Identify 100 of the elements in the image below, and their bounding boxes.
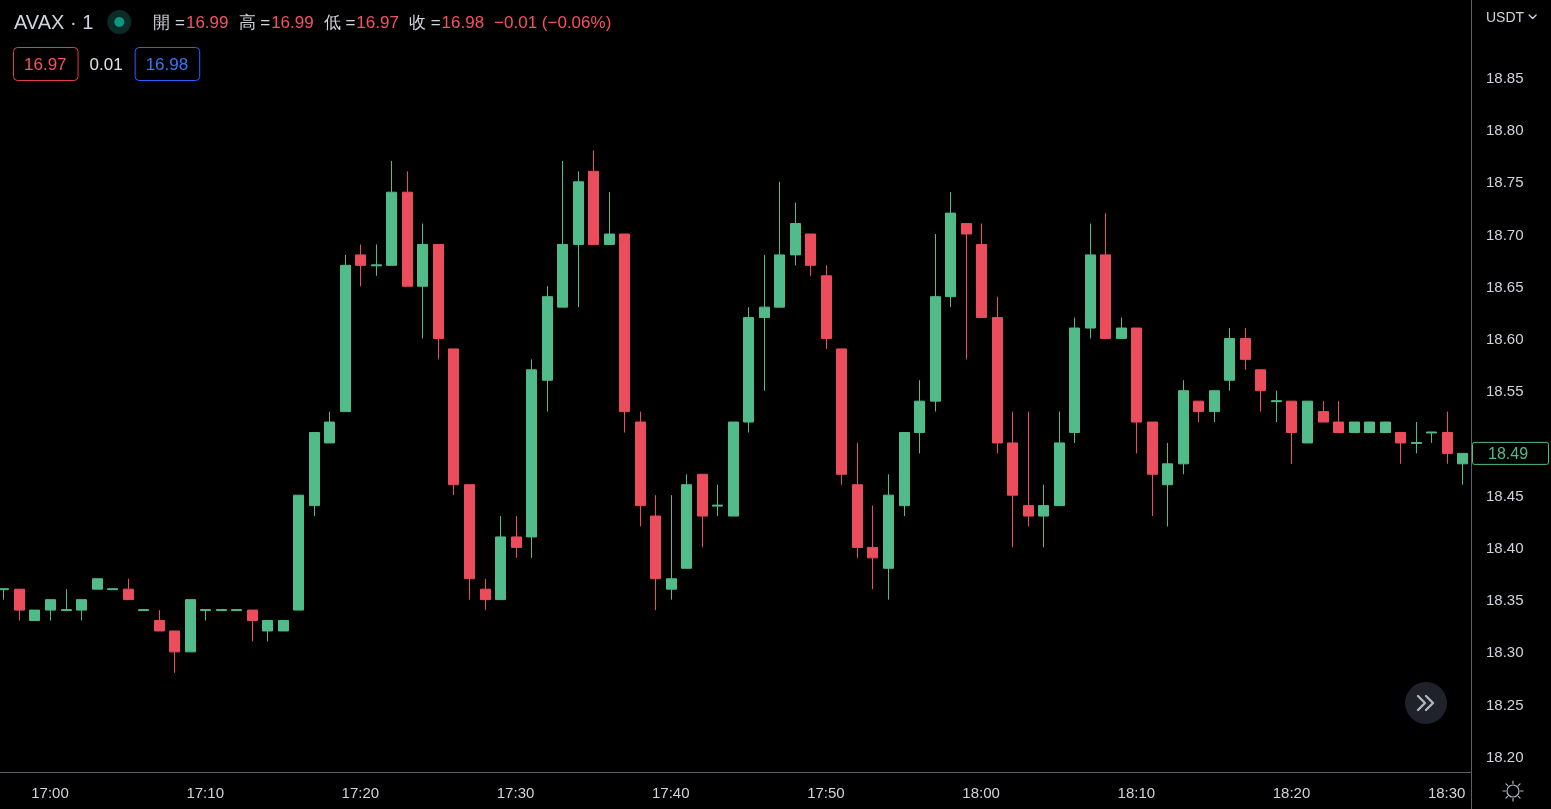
x-tick-label: 18:10 (1117, 783, 1156, 801)
candlestick (961, 223, 972, 360)
x-tick-label: 17:50 (807, 783, 845, 801)
candlestick (45, 599, 56, 622)
candlestick (945, 191, 956, 308)
y-tick-label: 18.45 (1486, 486, 1524, 504)
candlestick (883, 473, 894, 601)
candlestick (650, 494, 661, 611)
candlestick (448, 348, 459, 496)
candlestick (1224, 327, 1235, 392)
candlestick (681, 473, 692, 569)
annotation: 16.98 (145, 54, 189, 74)
candlestick (1318, 400, 1329, 423)
candlestick (852, 442, 863, 559)
x-tick-label: 17:20 (341, 783, 380, 801)
y-tick-label: 18.65 (1486, 277, 1524, 295)
annotation: 16.97 (24, 54, 67, 74)
candlestick (790, 202, 801, 266)
candlestick (278, 620, 289, 632)
text: 18.49 (1488, 444, 1529, 462)
annotation: 開 = (153, 12, 186, 32)
candlestick (169, 630, 180, 674)
candlestick (1457, 452, 1468, 486)
y-tick-label: 18.55 (1486, 382, 1524, 400)
annotation: 收 = (408, 12, 441, 32)
candlestick (899, 431, 910, 517)
candlestick (1162, 442, 1173, 528)
candlestick (930, 233, 941, 413)
candlestick (976, 223, 987, 319)
annotation: 高 = (238, 12, 271, 32)
y-tick-label: 18.20 (1486, 747, 1524, 765)
y-tick-label: 18.25 (1486, 695, 1524, 713)
candlestick (92, 578, 103, 590)
annotation: 16.97 (356, 12, 399, 32)
candlestick (743, 306, 754, 433)
candlestick (1178, 379, 1189, 475)
y-tick-label: 18.80 (1486, 121, 1524, 139)
candlestick (293, 494, 304, 611)
candlestick (1380, 421, 1391, 433)
candlestick (1240, 327, 1251, 371)
candlestick (200, 609, 211, 622)
candlestick (1209, 390, 1220, 423)
candlestick (138, 609, 149, 612)
candlestick (619, 233, 630, 433)
text: AVAX · 1 (14, 11, 94, 33)
candlestick (588, 149, 599, 245)
candlestick (635, 411, 646, 528)
candlestick (1116, 317, 1127, 339)
y-tick-label: 18.75 (1486, 173, 1524, 191)
candlestick (1023, 411, 1034, 528)
candlestick (774, 181, 785, 308)
candlestick (1007, 411, 1018, 548)
candlestick (728, 421, 739, 517)
candlestick (1349, 421, 1360, 433)
candlestick (495, 515, 506, 601)
x-tick-label: 18:00 (962, 783, 1000, 801)
candlestick (666, 494, 677, 601)
candlestick (526, 358, 537, 559)
candlestick (480, 578, 491, 611)
candlestick (216, 609, 227, 612)
x-tick-label: 18:30 (1427, 783, 1466, 801)
candlestick (1442, 411, 1453, 465)
candlestick (107, 588, 118, 591)
candlestick (231, 609, 242, 612)
candlestick (1054, 411, 1065, 507)
candlestick (61, 588, 72, 612)
candlestick (1333, 400, 1344, 433)
y-tick-label: 18.70 (1486, 225, 1524, 243)
candlestick (759, 254, 770, 392)
y-axis-title: USDT (1486, 9, 1525, 25)
candlestick (1100, 212, 1111, 339)
candlestick (340, 254, 351, 413)
annotation: 16.99 (185, 12, 229, 32)
candlestick (914, 379, 925, 454)
y-tick-label: 18.40 (1486, 538, 1524, 556)
candlestick (1131, 327, 1142, 454)
candlestick (247, 609, 258, 642)
candlestick (1286, 400, 1297, 465)
candlestick (185, 599, 196, 653)
candlestick (76, 599, 87, 622)
candlestick (371, 243, 382, 277)
candlestick (1411, 421, 1422, 454)
candlestick (309, 431, 320, 517)
x-tick-label: 17:10 (186, 783, 224, 801)
candlestick (433, 243, 444, 360)
candlestick (402, 170, 413, 287)
candlestick (29, 609, 40, 622)
candlestick (324, 411, 335, 444)
candlestick (604, 191, 615, 245)
candlestick (557, 160, 568, 308)
candlestick (867, 505, 878, 590)
candlestick (1255, 369, 1266, 413)
candlestick (573, 170, 584, 308)
x-tick-label: 17:30 (496, 783, 535, 801)
x-tick-label: 18:20 (1272, 783, 1311, 801)
annotation: 低 = (323, 12, 356, 32)
candlestick (386, 160, 397, 266)
candlestick (464, 484, 475, 601)
candlestick (1426, 431, 1437, 444)
y-tick-label: 18.35 (1486, 591, 1524, 609)
